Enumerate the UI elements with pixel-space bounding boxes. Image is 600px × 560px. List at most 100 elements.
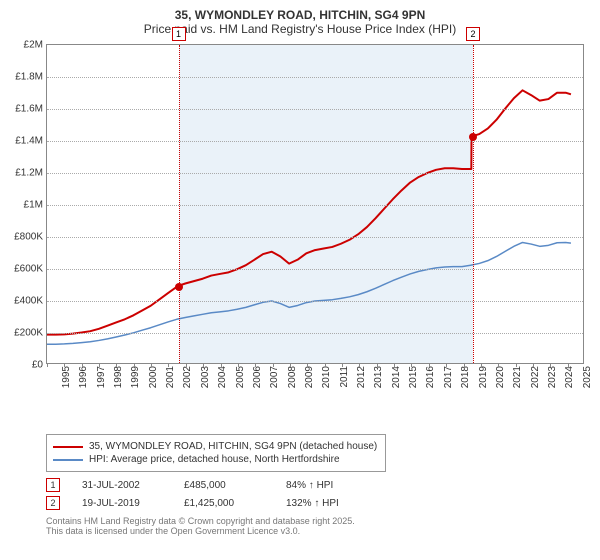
- sale-price: £485,000: [184, 480, 264, 491]
- sale-reference-line: [179, 45, 180, 363]
- x-tick-label: 2001: [165, 366, 176, 388]
- x-tick-label: 2004: [217, 366, 228, 388]
- legend-label: HPI: Average price, detached house, Nort…: [89, 454, 340, 465]
- x-tick-label: 2019: [478, 366, 489, 388]
- x-tick: [446, 363, 447, 367]
- series-hpi: [47, 242, 571, 344]
- y-tick-label: £1M: [24, 200, 43, 211]
- x-tick: [481, 363, 482, 367]
- sale-date: 19-JUL-2019: [82, 498, 162, 509]
- y-gridline: [47, 77, 583, 78]
- chart-title: 35, WYMONDLEY ROAD, HITCHIN, SG4 9PN: [12, 8, 588, 22]
- attribution-text: Contains HM Land Registry data © Crown c…: [46, 516, 588, 536]
- sale-dot: [469, 133, 477, 141]
- x-tick-label: 2024: [564, 366, 575, 388]
- x-tick-label: 2025: [582, 366, 593, 388]
- x-tick: [47, 363, 48, 367]
- sale-marker-badge: 2: [46, 496, 60, 510]
- sale-marker-box: 1: [172, 27, 186, 41]
- x-tick-label: 2009: [304, 366, 315, 388]
- x-tick: [429, 363, 430, 367]
- legend-label: 35, WYMONDLEY ROAD, HITCHIN, SG4 9PN (de…: [89, 441, 377, 452]
- x-tick-label: 2011: [338, 366, 349, 388]
- x-tick: [99, 363, 100, 367]
- sales-table: 1 31-JUL-2002 £485,000 84% ↑ HPI 2 19-JU…: [46, 478, 588, 510]
- x-tick: [342, 363, 343, 367]
- y-tick-label: £1.2M: [15, 168, 43, 179]
- y-gridline: [47, 173, 583, 174]
- legend-item-hpi: HPI: Average price, detached house, Nort…: [53, 454, 379, 465]
- x-tick-label: 2017: [443, 366, 454, 388]
- legend-item-price-paid: 35, WYMONDLEY ROAD, HITCHIN, SG4 9PN (de…: [53, 441, 379, 452]
- y-gridline: [47, 141, 583, 142]
- x-tick: [464, 363, 465, 367]
- x-tick-label: 2021: [512, 366, 523, 388]
- y-tick-label: £1.6M: [15, 104, 43, 115]
- y-gridline: [47, 269, 583, 270]
- x-tick: [290, 363, 291, 367]
- x-tick-label: 2007: [269, 366, 280, 388]
- x-tick: [82, 363, 83, 367]
- sale-dot: [175, 283, 183, 291]
- x-tick-label: 1996: [78, 366, 89, 388]
- line-series-svg: [47, 45, 583, 363]
- x-tick-label: 2008: [287, 366, 298, 388]
- x-tick: [151, 363, 152, 367]
- sale-price: £1,425,000: [184, 498, 264, 509]
- x-tick: [533, 363, 534, 367]
- x-tick: [203, 363, 204, 367]
- x-tick-label: 2003: [200, 366, 211, 388]
- x-tick-label: 2015: [408, 366, 419, 388]
- x-tick: [307, 363, 308, 367]
- chart-area: £0£200K£400K£600K£800K£1M£1.2M£1.4M£1.6M…: [12, 40, 588, 400]
- x-tick-label: 2000: [148, 366, 159, 388]
- x-tick: [394, 363, 395, 367]
- chart-subtitle: Price paid vs. HM Land Registry's House …: [12, 22, 588, 36]
- x-tick-label: 1998: [113, 366, 124, 388]
- x-tick-label: 2020: [495, 366, 506, 388]
- y-gridline: [47, 333, 583, 334]
- legend-swatch: [53, 459, 83, 461]
- x-tick-label: 2012: [356, 366, 367, 388]
- x-tick: [516, 363, 517, 367]
- legend-swatch: [53, 446, 83, 448]
- x-tick-label: 2023: [547, 366, 558, 388]
- x-tick: [550, 363, 551, 367]
- x-tick: [134, 363, 135, 367]
- x-tick-label: 2014: [391, 366, 402, 388]
- x-tick: [255, 363, 256, 367]
- y-tick-label: £600K: [14, 264, 43, 275]
- x-tick: [568, 363, 569, 367]
- x-tick: [168, 363, 169, 367]
- x-tick: [359, 363, 360, 367]
- y-tick-label: £2M: [24, 40, 43, 51]
- table-row: 1 31-JUL-2002 £485,000 84% ↑ HPI: [46, 478, 588, 492]
- y-tick-label: £800K: [14, 232, 43, 243]
- x-tick-label: 1995: [61, 366, 72, 388]
- y-gridline: [47, 237, 583, 238]
- sale-vs-hpi: 132% ↑ HPI: [286, 498, 366, 509]
- legend-box: 35, WYMONDLEY ROAD, HITCHIN, SG4 9PN (de…: [46, 434, 386, 472]
- x-tick-label: 2013: [374, 366, 385, 388]
- x-tick: [238, 363, 239, 367]
- x-tick-label: 2016: [426, 366, 437, 388]
- x-tick-label: 2002: [183, 366, 194, 388]
- y-tick-label: £400K: [14, 296, 43, 307]
- x-tick-label: 2010: [321, 366, 332, 388]
- y-gridline: [47, 301, 583, 302]
- x-tick: [325, 363, 326, 367]
- attribution-line: Contains HM Land Registry data © Crown c…: [46, 516, 588, 526]
- y-tick-label: £1.8M: [15, 72, 43, 83]
- x-tick: [221, 363, 222, 367]
- x-tick: [498, 363, 499, 367]
- attribution-line: This data is licensed under the Open Gov…: [46, 526, 588, 536]
- y-tick-label: £1.4M: [15, 136, 43, 147]
- x-tick: [64, 363, 65, 367]
- sale-vs-hpi: 84% ↑ HPI: [286, 480, 366, 491]
- x-tick: [186, 363, 187, 367]
- x-tick-label: 1999: [131, 366, 142, 388]
- x-tick: [273, 363, 274, 367]
- y-tick-label: £0: [32, 360, 43, 371]
- x-tick-label: 2005: [235, 366, 246, 388]
- x-tick: [411, 363, 412, 367]
